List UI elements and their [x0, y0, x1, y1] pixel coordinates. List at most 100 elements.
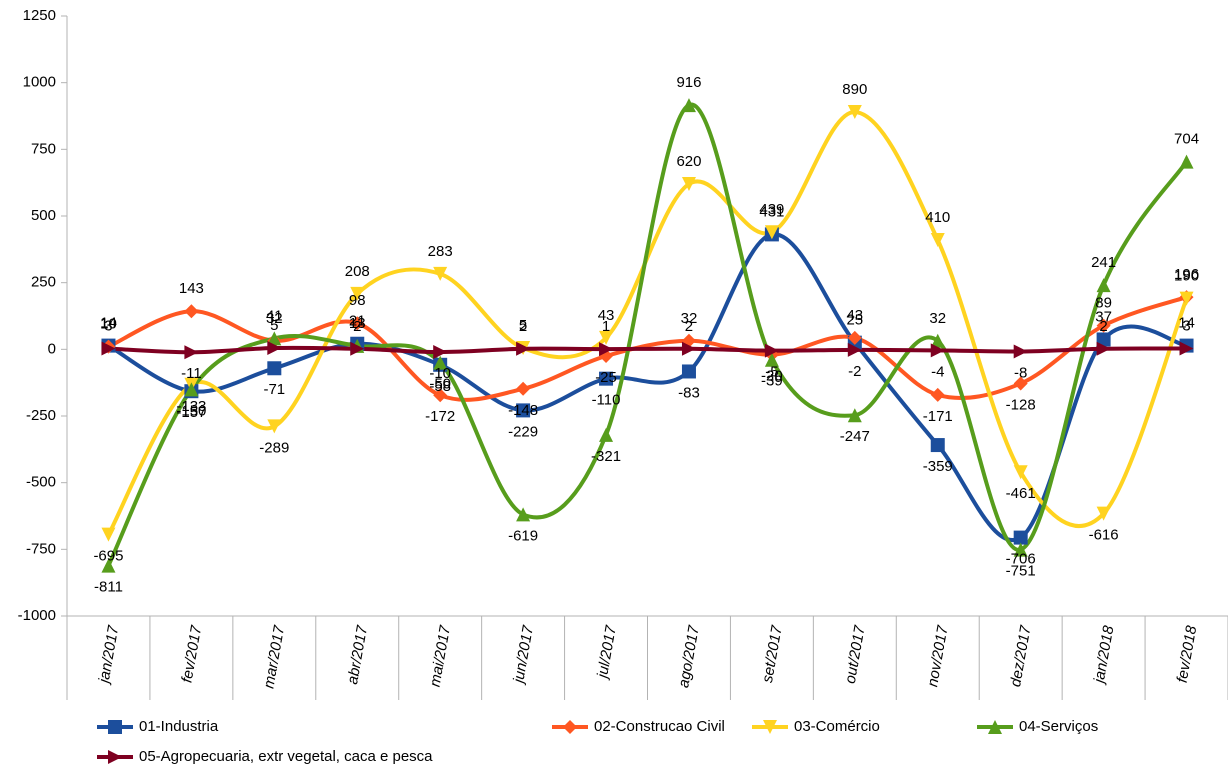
x-tick-label: jan/2017: [95, 624, 122, 686]
legend-label: 03-Comércio: [794, 718, 880, 735]
data-label: -811: [94, 579, 123, 596]
legend-marker: [988, 720, 1002, 734]
data-point: [1179, 291, 1194, 306]
data-label: 37: [1095, 308, 1112, 325]
data-label: 41: [266, 307, 283, 324]
data-label: 3: [104, 318, 112, 335]
data-label: -359: [923, 458, 953, 475]
data-label: -150: [176, 402, 206, 419]
data-label: 2: [353, 318, 361, 335]
data-label: 98: [349, 292, 366, 309]
data-point: [184, 345, 199, 360]
data-point: [599, 330, 614, 345]
x-tick-label: set/2017: [759, 624, 786, 684]
data-label: 32: [681, 310, 698, 327]
legend-label: 01-Industria: [139, 718, 219, 735]
legend-label: 04-Serviços: [1019, 718, 1098, 735]
y-tick-label: -750: [26, 540, 56, 557]
y-tick-label: 1000: [23, 74, 56, 91]
data-point: [101, 527, 116, 542]
data-point: [1096, 318, 1111, 333]
y-tick-label: 1250: [23, 7, 56, 24]
data-point: [930, 387, 945, 402]
data-label: -83: [678, 384, 700, 401]
y-tick-label: 0: [48, 340, 56, 357]
data-label: 704: [1174, 131, 1199, 148]
data-label: 431: [759, 203, 784, 220]
data-label: -229: [508, 423, 538, 440]
x-tick-label: abr/2017: [344, 624, 371, 686]
data-label: -4: [931, 363, 944, 380]
data-point: [1096, 341, 1111, 356]
data-label: 1: [602, 318, 610, 335]
data-label: -10: [429, 365, 451, 382]
data-point: [1096, 332, 1111, 347]
data-label: 10: [100, 316, 117, 333]
data-point: [350, 286, 365, 301]
x-tick-label: dez/2017: [1007, 624, 1035, 688]
data-point: [1179, 154, 1194, 169]
data-label: -321: [591, 448, 621, 465]
data-label: 89: [1095, 295, 1112, 312]
data-label: -706: [1006, 551, 1036, 568]
data-label: -128: [1006, 396, 1036, 413]
data-label: -8: [1014, 364, 1027, 381]
data-label: -157: [176, 404, 206, 421]
legend-label: 05-Agropecuaria, extr vegetal, caca e pe…: [139, 748, 433, 765]
data-point: [1096, 506, 1111, 521]
data-point: [1013, 344, 1028, 359]
data-point: [599, 371, 614, 386]
legend-marker: [763, 720, 777, 734]
x-tick-label: out/2017: [842, 624, 869, 685]
data-point: [101, 341, 116, 356]
data-label: -110: [592, 392, 621, 409]
data-point: [930, 233, 945, 247]
data-label: -58: [429, 378, 451, 395]
data-point: [184, 382, 199, 397]
x-tick-label: mai/2017: [427, 624, 455, 688]
data-label: 25: [846, 312, 863, 329]
data-point: [930, 333, 945, 348]
y-tick-label: -250: [26, 407, 56, 424]
data-label: -461: [1006, 485, 1036, 502]
data-point: [681, 98, 696, 113]
data-label: 2: [685, 318, 693, 335]
data-point: [350, 341, 365, 356]
legend-marker: [563, 720, 577, 734]
data-point: [433, 388, 448, 403]
data-label: 43: [598, 307, 615, 324]
data-label: 890: [842, 81, 867, 98]
data-label: -171: [923, 408, 953, 425]
data-label: 13: [349, 315, 366, 332]
data-label: 190: [1174, 268, 1199, 285]
data-label: -2: [848, 363, 861, 380]
data-label: -172: [425, 408, 455, 425]
data-point: [267, 361, 282, 376]
x-tick-label: fev/2018: [1174, 624, 1201, 684]
data-point: [516, 341, 531, 356]
data-point: [930, 438, 945, 453]
data-label: 21: [349, 313, 366, 330]
data-point: [681, 177, 696, 191]
data-point: [433, 266, 448, 281]
data-label: -247: [840, 428, 870, 445]
data-label: 14: [1178, 315, 1195, 332]
data-label: -133: [176, 398, 206, 415]
legend-marker: [108, 750, 122, 764]
data-label: 2: [1099, 318, 1107, 335]
data-point: [1013, 542, 1028, 557]
y-tick-label: -500: [26, 474, 56, 491]
x-tick-label: fev/2017: [179, 624, 206, 684]
y-tick-label: 500: [31, 207, 56, 224]
x-tick-label: nov/2017: [924, 624, 952, 688]
data-point: [764, 225, 779, 240]
data-label: 916: [676, 74, 701, 91]
data-point: [267, 419, 282, 434]
y-tick-label: -1000: [18, 607, 56, 624]
x-tick-label: jul/2017: [594, 624, 620, 681]
data-label: -616: [1089, 527, 1119, 544]
data-point: [764, 352, 779, 367]
data-label: 5: [270, 317, 278, 334]
data-label: -25: [595, 369, 617, 386]
